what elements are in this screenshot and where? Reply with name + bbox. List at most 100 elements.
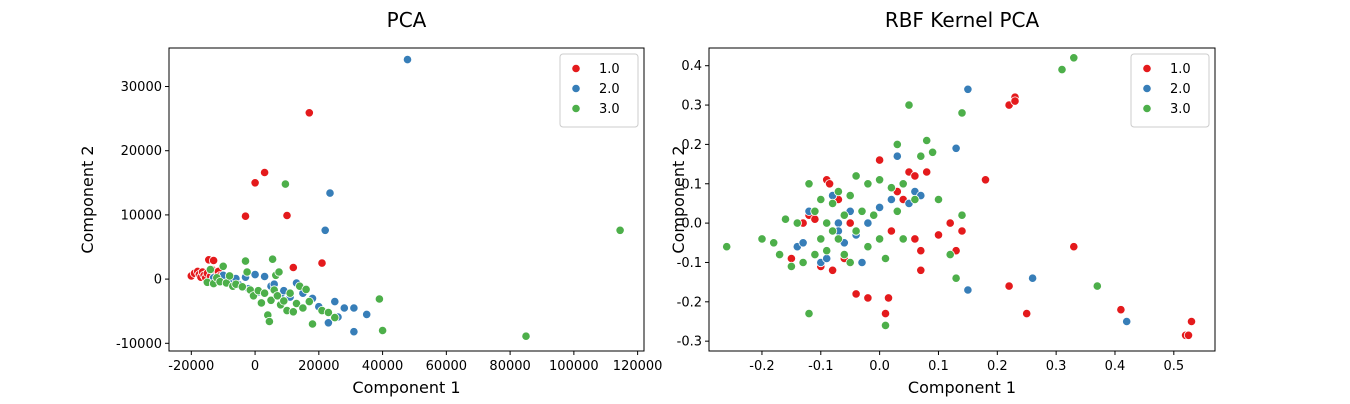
data-point-1.0-23 — [304, 108, 314, 118]
data-point-1.0-23 — [916, 246, 926, 256]
data-point-3.0-45 — [945, 250, 955, 260]
data-point-1.0-22 — [916, 265, 926, 275]
legend-label: 3.0 — [1170, 102, 1191, 117]
data-point-2.0-24 — [1122, 316, 1132, 327]
data-point-1.0-13 — [874, 155, 885, 165]
x-tick-label: 0 — [251, 359, 259, 374]
data-point-1.0-25 — [933, 230, 944, 240]
data-point-3.0-7 — [798, 257, 808, 268]
data-point-3.0-25 — [274, 267, 284, 277]
data-point-1.0-32 — [1010, 96, 1020, 106]
y-tick-label: 0 — [154, 273, 162, 288]
data-point-2.0-20 — [951, 143, 961, 153]
data-point-3.0-44 — [615, 225, 625, 235]
data-point-2.0-16 — [892, 151, 902, 161]
data-point-1.0-12 — [863, 293, 873, 303]
data-point-3.0-21 — [267, 254, 278, 264]
data-point-3.0-7 — [225, 271, 235, 281]
data-point-2.0-22 — [325, 188, 335, 198]
data-point-1.0-11 — [851, 289, 861, 299]
data-point-2.0-20 — [320, 225, 330, 235]
data-point-3.0-17 — [827, 226, 838, 236]
x-tick-label: 0.3 — [1046, 359, 1067, 374]
data-point-3.0-10 — [237, 282, 247, 292]
data-point-3.0-2 — [769, 238, 779, 248]
data-point-3.0-18 — [833, 187, 844, 197]
data-point-3.0-20 — [266, 295, 276, 305]
x-axis-label: Component 1 — [352, 378, 460, 397]
x-tick-label: 0.2 — [987, 359, 1008, 374]
data-point-3.0-27 — [279, 296, 289, 306]
x-axis-label: Component 1 — [908, 378, 1016, 397]
data-point-3.0-6 — [792, 218, 802, 228]
legend-marker-2.0 — [1142, 83, 1152, 94]
data-point-1.0-3 — [810, 214, 820, 224]
legend-marker-1.0 — [1142, 63, 1152, 74]
data-point-3.0-24 — [851, 171, 861, 181]
data-point-3.0-1 — [757, 234, 767, 244]
y-tick-label: 0.4 — [681, 59, 702, 74]
data-point-1.0-21 — [910, 234, 920, 244]
data-point-3.0-40 — [330, 312, 340, 323]
data-point-2.0-21 — [963, 84, 973, 94]
data-point-1.0-12 — [209, 255, 219, 266]
data-point-3.0-44 — [933, 194, 944, 205]
data-point-1.0-26 — [945, 218, 955, 228]
data-point-3.0-13 — [816, 234, 826, 244]
data-point-1.0-15 — [883, 293, 894, 303]
data-point-3.0-37 — [898, 179, 908, 189]
data-point-1.0-36 — [1116, 305, 1126, 315]
data-point-3.0-39 — [904, 100, 914, 110]
x-tick-label: 0.5 — [1163, 359, 1184, 374]
legend-label: 2.0 — [1170, 82, 1191, 97]
data-point-1.0-38 — [1183, 330, 1194, 340]
y-axis-label: Component 2 — [669, 145, 688, 253]
x-tick-label: 0.0 — [869, 359, 890, 374]
data-point-3.0-19 — [264, 316, 274, 327]
data-point-1.0-39 — [1186, 316, 1197, 327]
plot-frame — [168, 47, 645, 352]
data-point-3.0-21 — [839, 250, 849, 260]
data-point-3.0-33 — [880, 320, 891, 330]
data-point-3.0-22 — [845, 191, 855, 201]
data-point-2.0-23 — [1028, 273, 1038, 283]
data-point-3.0-46 — [951, 273, 961, 283]
data-point-3.0-28 — [863, 242, 873, 252]
scatter-points — [186, 54, 625, 341]
legend-marker-3.0 — [1142, 103, 1152, 114]
data-point-3.0-41 — [374, 294, 384, 304]
data-point-3.0-5 — [218, 261, 228, 271]
data-point-3.0-42 — [377, 325, 388, 336]
x-tick-label: 100000 — [549, 359, 599, 374]
y-tick-label: 30000 — [121, 80, 162, 95]
data-point-3.0-31 — [288, 307, 298, 317]
data-point-1.0-33 — [1004, 281, 1014, 291]
data-point-3.0-11 — [810, 250, 820, 260]
y-tick-label: 20000 — [121, 144, 162, 159]
legend-marker-1.0 — [571, 63, 581, 74]
chart-title: PCA — [387, 8, 427, 32]
y-tick-label: 0.3 — [681, 99, 702, 114]
y-axis-ticks: -0.3 -0.2 -0.1 0.0 0.1 0.2 0.3 0.4 — [677, 59, 709, 350]
data-point-3.0-32 — [291, 298, 302, 309]
legend: 1.0 2.0 3.0 — [559, 53, 639, 128]
data-point-2.0-7 — [833, 218, 844, 228]
data-point-3.0-34 — [886, 183, 897, 193]
y-tick-label: 0.1 — [681, 177, 702, 192]
data-point-3.0-50 — [1069, 53, 1079, 63]
x-axis-ticks: -20000 0 20000 40000 60000 80000 100000 120000 — [168, 351, 662, 374]
data-point-3.0-51 — [1092, 281, 1102, 291]
legend-marker-3.0 — [571, 103, 581, 114]
data-point-2.0-21 — [323, 318, 333, 328]
data-point-2.0-1 — [798, 238, 808, 248]
x-tick-label: 120000 — [613, 359, 663, 374]
data-point-2.0-5 — [822, 253, 832, 264]
x-tick-label: 40000 — [362, 359, 403, 374]
data-point-3.0-39 — [323, 307, 333, 318]
plot-frame — [708, 47, 1216, 352]
data-point-3.0-12 — [242, 267, 252, 277]
y-tick-label: 0.2 — [681, 138, 702, 153]
x-axis-ticks: -0.2 -0.1 0.0 0.1 0.2 0.3 0.4 0.5 — [749, 351, 1184, 374]
data-point-3.0-15 — [822, 246, 832, 256]
data-point-3.0-34 — [298, 303, 308, 313]
